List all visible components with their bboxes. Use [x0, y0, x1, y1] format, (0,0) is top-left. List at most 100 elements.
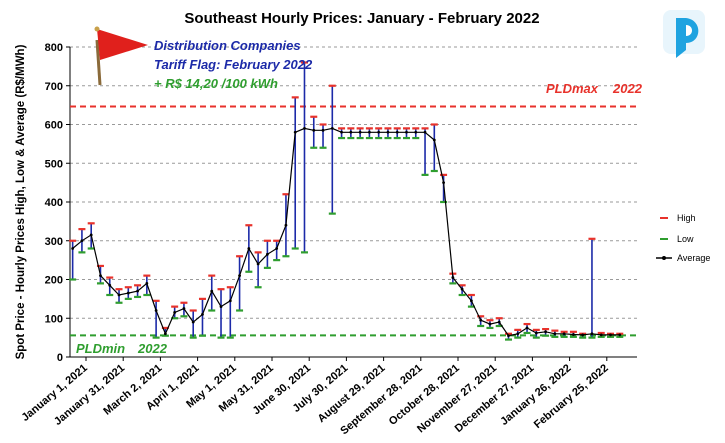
y-tick-label: 400: [45, 197, 63, 209]
average-point: [599, 333, 603, 337]
y-axis-ticks: 0 100 200 300 400 500 600 700 800: [45, 42, 70, 364]
x-tick-label: August 29, 2021: [316, 362, 388, 425]
average-point: [238, 274, 241, 278]
legend: High Low Average: [656, 213, 710, 263]
average-point: [265, 252, 269, 256]
average-point: [367, 130, 371, 134]
legend-average-marker: [662, 256, 666, 260]
average-point: [488, 322, 492, 326]
average-point: [395, 130, 399, 134]
flag-cloth: [97, 29, 148, 60]
average-point: [460, 287, 464, 291]
average-point: [284, 223, 288, 227]
legend-high-label: High: [677, 213, 696, 223]
legend-low-label: Low: [677, 234, 694, 244]
average-point: [191, 320, 195, 324]
flag-icon: [94, 26, 148, 86]
average-point: [534, 331, 538, 335]
y-tick-label: 200: [45, 275, 63, 287]
logo-counter: [686, 25, 692, 36]
average-point: [126, 291, 130, 295]
average-point: [145, 281, 149, 285]
average-point: [340, 130, 343, 134]
grid-lines: [70, 46, 637, 319]
average-point: [497, 320, 501, 324]
average-point: [71, 247, 75, 250]
pldmin-label: PLDmin: [76, 341, 125, 356]
average-point: [275, 247, 279, 250]
flag-finial: [94, 26, 100, 32]
data-marks: [69, 61, 624, 341]
average-point: [154, 309, 158, 312]
x-tick-label: January 31, 2021: [52, 362, 127, 428]
average-point: [581, 333, 585, 337]
average-point: [553, 332, 557, 336]
flag-text-line2: Tariff Flag: February 2022: [154, 57, 313, 72]
average-point: [99, 274, 102, 278]
pldmax-year: 2022: [612, 81, 643, 96]
average-point: [108, 283, 112, 287]
average-point: [201, 312, 204, 316]
average-point: [358, 130, 362, 134]
average-point: [247, 247, 251, 250]
pldmin-year: 2022: [137, 341, 168, 356]
average-point: [80, 239, 84, 243]
y-tick-label: 100: [45, 313, 63, 325]
average-point: [572, 333, 575, 336]
y-tick-label: 0: [57, 352, 63, 364]
logo-mark: [676, 18, 699, 58]
average-point: [349, 130, 353, 134]
average-point: [423, 130, 427, 134]
brand-logo: [663, 10, 705, 58]
chart-title: Southeast Hourly Prices: January - Febru…: [184, 10, 539, 27]
y-tick-label: 600: [45, 120, 63, 132]
average-point: [525, 326, 529, 330]
average-point: [618, 333, 622, 337]
average-point: [256, 262, 260, 266]
average-point: [330, 126, 334, 130]
flag-text-line1: Distribution Companies: [154, 38, 301, 53]
average-point: [507, 334, 510, 338]
average-point: [544, 330, 547, 334]
y-tick-label: 500: [45, 158, 63, 170]
average-point: [210, 289, 214, 293]
y-axis-label: Spot Price - Hourly Prices High, Low & A…: [15, 44, 27, 359]
average-point: [405, 130, 408, 134]
y-tick-label: 700: [45, 81, 63, 93]
average-point: [442, 181, 445, 185]
flag-text-line3: + R$ 14,20 /100 kWh: [154, 76, 278, 91]
average-point: [451, 276, 455, 279]
average-point: [432, 138, 436, 142]
average-point: [163, 332, 167, 336]
average-point: [293, 130, 297, 134]
average-point: [182, 307, 186, 310]
average-point: [470, 299, 473, 303]
flag-pole: [95, 39, 102, 86]
average-point: [479, 318, 483, 322]
average-point: [386, 130, 390, 134]
average-point: [414, 130, 418, 134]
average-point: [516, 332, 520, 336]
average-point: [312, 128, 316, 132]
average-point: [303, 126, 306, 130]
y-tick-label: 800: [45, 42, 63, 54]
average-point: [562, 332, 566, 336]
x-tick-label: January 1, 2021: [19, 362, 89, 424]
average-point: [117, 293, 121, 297]
average-point: [590, 332, 594, 336]
average-point: [228, 299, 232, 303]
legend-average-label: Average: [677, 253, 710, 263]
average-point: [219, 305, 223, 309]
average-point: [321, 128, 325, 132]
average-point: [609, 333, 612, 337]
pldmax-label: PLDmax: [546, 81, 599, 96]
average-line: [72, 127, 620, 337]
average-point: [136, 289, 139, 293]
average-point: [89, 233, 93, 237]
average-point: [377, 130, 381, 134]
y-tick-label: 300: [45, 236, 63, 248]
average-point: [173, 311, 177, 314]
